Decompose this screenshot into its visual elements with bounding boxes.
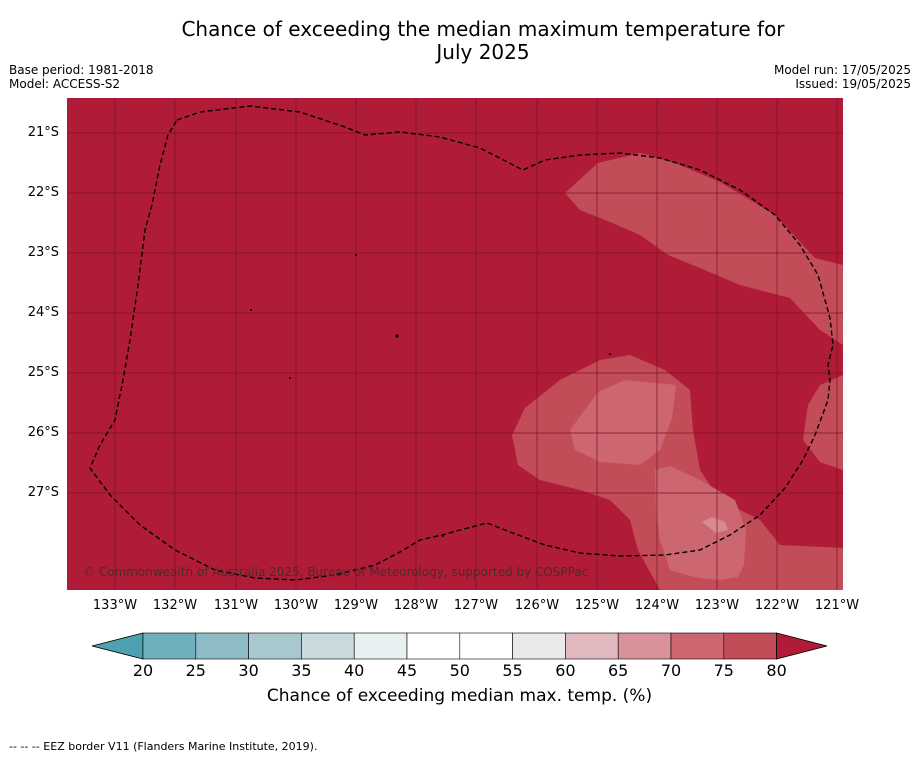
longitude-label: 130°W bbox=[273, 598, 319, 613]
graticule bbox=[67, 98, 843, 590]
longitude-label: 126°W bbox=[514, 598, 560, 613]
colorbar bbox=[91, 632, 828, 660]
model-name: Model: ACCESS-S2 bbox=[9, 77, 121, 91]
colorbar-segment bbox=[459, 632, 513, 660]
colorbar-under-arrow bbox=[91, 632, 144, 660]
longitude-label: 131°W bbox=[213, 598, 259, 613]
colorbar-tick-label: 60 bbox=[555, 661, 576, 680]
island bbox=[355, 254, 357, 256]
colorbar-tick-label: 80 bbox=[766, 661, 787, 680]
colorbar-tick-label: 70 bbox=[660, 661, 682, 680]
eez-border bbox=[89, 105, 834, 581]
meta-left: Base period: 1981-2018 Model: ACCESS-S2 bbox=[9, 63, 154, 91]
meta-right: Model run: 17/05/2025 Issued: 19/05/2025 bbox=[774, 63, 911, 91]
colorbar-segment bbox=[353, 632, 408, 660]
latitude-label: 26°S bbox=[27, 425, 59, 440]
colorbar-segment bbox=[617, 632, 672, 660]
latitude-label: 24°S bbox=[27, 305, 59, 320]
colorbar-tick-label: 25 bbox=[185, 661, 206, 680]
colorbar-tick-label: 50 bbox=[449, 661, 470, 680]
latitude-label: 22°S bbox=[27, 185, 59, 200]
title-line-1: Chance of exceeding the median maximum t… bbox=[181, 17, 785, 41]
colorbar-segment bbox=[195, 632, 249, 660]
base-period: Base period: 1981-2018 bbox=[9, 63, 154, 77]
colorbar-segment bbox=[670, 632, 725, 660]
colorbar-segment bbox=[248, 632, 302, 660]
island bbox=[395, 334, 399, 338]
colorbar-tick-label: 20 bbox=[132, 661, 154, 680]
longitude-label: 125°W bbox=[574, 598, 620, 613]
latitude-label: 21°S bbox=[27, 125, 59, 140]
colorbar-tick-label: 45 bbox=[396, 661, 418, 680]
colorbar-title: Chance of exceeding median max. temp. (%… bbox=[266, 686, 653, 706]
colorbar-segment bbox=[301, 632, 355, 660]
longitude-label: 122°W bbox=[754, 598, 800, 613]
map-title: Chance of exceeding the median maximum t… bbox=[0, 18, 919, 64]
longitude-label: 129°W bbox=[333, 598, 379, 613]
title-line-2: July 2025 bbox=[436, 40, 530, 64]
copyright-notice: © Commonwealth of Australia 2025, Bureau… bbox=[83, 565, 589, 579]
island bbox=[609, 353, 611, 355]
band-65-70-south bbox=[570, 380, 676, 465]
longitude-label: 121°W bbox=[814, 598, 860, 613]
latitude-label: 23°S bbox=[27, 245, 59, 260]
band-70-75-east bbox=[803, 375, 843, 470]
issued-date: Issued: 19/05/2025 bbox=[795, 77, 911, 91]
colorbar-segment bbox=[406, 632, 461, 660]
latitude-label: 25°S bbox=[27, 365, 59, 380]
longitude-label: 132°W bbox=[152, 598, 198, 613]
latitude-label: 27°S bbox=[27, 485, 59, 500]
longitude-label: 123°W bbox=[694, 598, 740, 613]
colorbar-segment bbox=[723, 632, 777, 660]
longitude-label: 128°W bbox=[393, 598, 439, 613]
eez-footnote: -- -- -- EEZ border V11 (Flanders Marine… bbox=[9, 740, 318, 753]
band-70-75-north bbox=[565, 153, 843, 345]
colorbar-segment bbox=[142, 632, 197, 660]
islands bbox=[250, 254, 611, 537]
colorbar-segment bbox=[512, 632, 566, 660]
colorbar-over-arrow bbox=[776, 632, 828, 660]
colorbar-tick-label: 35 bbox=[291, 661, 312, 680]
colorbar-segment bbox=[565, 632, 619, 660]
colorbar-tick-label: 65 bbox=[608, 661, 629, 680]
forecast-map bbox=[67, 98, 843, 660]
band-60-65-patch bbox=[702, 517, 728, 533]
band-65-70-southeast bbox=[655, 466, 746, 580]
longitude-label: 127°W bbox=[453, 598, 499, 613]
colorbar-tick-label: 40 bbox=[344, 661, 365, 680]
island bbox=[250, 309, 252, 311]
island bbox=[442, 535, 444, 537]
model-run: Model run: 17/05/2025 bbox=[773, 63, 911, 77]
colorbar-tick-label: 75 bbox=[713, 661, 734, 680]
longitude-label: 133°W bbox=[92, 598, 138, 613]
colorbar-tick-label: 55 bbox=[502, 661, 523, 680]
longitude-label: 124°W bbox=[634, 598, 680, 613]
island bbox=[289, 377, 291, 379]
colorbar-tick-label: 30 bbox=[238, 661, 259, 680]
